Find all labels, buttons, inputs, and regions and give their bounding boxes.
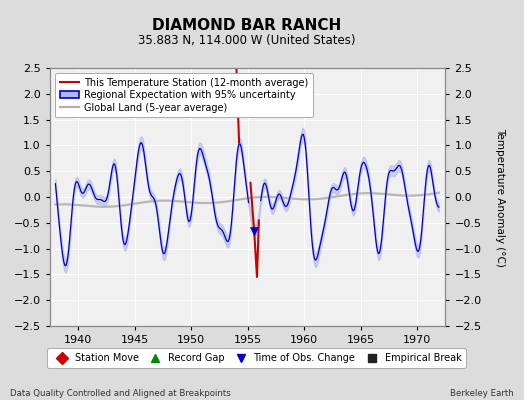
Text: Data Quality Controlled and Aligned at Breakpoints: Data Quality Controlled and Aligned at B…	[10, 389, 231, 398]
Legend: This Temperature Station (12-month average), Regional Expectation with 95% uncer: This Temperature Station (12-month avera…	[54, 73, 313, 118]
Text: DIAMOND BAR RANCH: DIAMOND BAR RANCH	[151, 18, 341, 33]
Y-axis label: Temperature Anomaly (°C): Temperature Anomaly (°C)	[495, 128, 506, 266]
Text: 35.883 N, 114.000 W (United States): 35.883 N, 114.000 W (United States)	[137, 34, 355, 47]
Legend: Station Move, Record Gap, Time of Obs. Change, Empirical Break: Station Move, Record Gap, Time of Obs. C…	[47, 348, 466, 368]
Text: Berkeley Earth: Berkeley Earth	[450, 389, 514, 398]
